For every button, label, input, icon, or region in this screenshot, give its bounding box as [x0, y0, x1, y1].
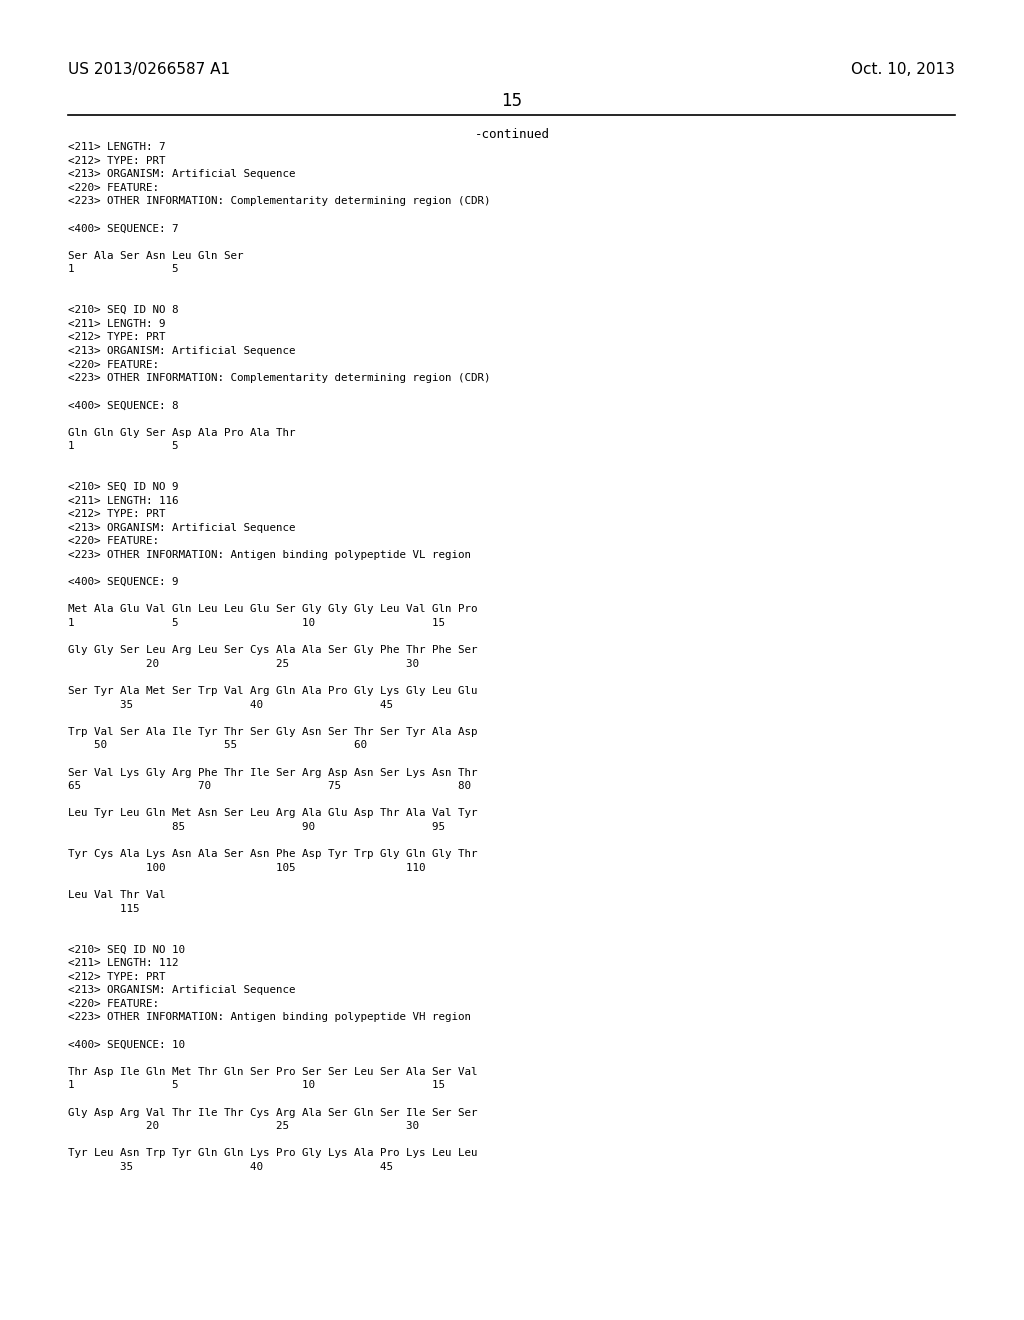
Text: <213> ORGANISM: Artificial Sequence: <213> ORGANISM: Artificial Sequence — [68, 523, 296, 533]
Text: <210> SEQ ID NO 9: <210> SEQ ID NO 9 — [68, 482, 178, 492]
Text: <212> TYPE: PRT: <212> TYPE: PRT — [68, 972, 166, 982]
Text: 85                  90                  95: 85 90 95 — [68, 822, 445, 832]
Text: 1               5                   10                  15: 1 5 10 15 — [68, 1080, 445, 1090]
Text: <400> SEQUENCE: 7: <400> SEQUENCE: 7 — [68, 223, 178, 234]
Text: Gln Gln Gly Ser Asp Ala Pro Ala Thr: Gln Gln Gly Ser Asp Ala Pro Ala Thr — [68, 428, 296, 438]
Text: Ser Val Lys Gly Arg Phe Thr Ile Ser Arg Asp Asn Ser Lys Asn Thr: Ser Val Lys Gly Arg Phe Thr Ile Ser Arg … — [68, 768, 477, 777]
Text: Thr Asp Ile Gln Met Thr Gln Ser Pro Ser Ser Leu Ser Ala Ser Val: Thr Asp Ile Gln Met Thr Gln Ser Pro Ser … — [68, 1067, 477, 1077]
Text: <212> TYPE: PRT: <212> TYPE: PRT — [68, 510, 166, 519]
Text: Leu Val Thr Val: Leu Val Thr Val — [68, 890, 166, 900]
Text: 100                 105                 110: 100 105 110 — [68, 863, 426, 873]
Text: <220> FEATURE:: <220> FEATURE: — [68, 536, 159, 546]
Text: <211> LENGTH: 9: <211> LENGTH: 9 — [68, 319, 166, 329]
Text: 20                  25                  30: 20 25 30 — [68, 659, 419, 669]
Text: 1               5: 1 5 — [68, 441, 178, 451]
Text: <400> SEQUENCE: 8: <400> SEQUENCE: 8 — [68, 400, 178, 411]
Text: <223> OTHER INFORMATION: Antigen binding polypeptide VH region: <223> OTHER INFORMATION: Antigen binding… — [68, 1012, 471, 1023]
Text: Gly Asp Arg Val Thr Ile Thr Cys Arg Ala Ser Gln Ser Ile Ser Ser: Gly Asp Arg Val Thr Ile Thr Cys Arg Ala … — [68, 1107, 477, 1118]
Text: Tyr Cys Ala Lys Asn Ala Ser Asn Phe Asp Tyr Trp Gly Gln Gly Thr: Tyr Cys Ala Lys Asn Ala Ser Asn Phe Asp … — [68, 849, 477, 859]
Text: 50                  55                  60: 50 55 60 — [68, 741, 367, 750]
Text: 20                  25                  30: 20 25 30 — [68, 1121, 419, 1131]
Text: 15: 15 — [502, 92, 522, 110]
Text: <213> ORGANISM: Artificial Sequence: <213> ORGANISM: Artificial Sequence — [68, 169, 296, 180]
Text: <220> FEATURE:: <220> FEATURE: — [68, 182, 159, 193]
Text: <211> LENGTH: 7: <211> LENGTH: 7 — [68, 143, 166, 152]
Text: 65                  70                  75                  80: 65 70 75 80 — [68, 781, 471, 791]
Text: <213> ORGANISM: Artificial Sequence: <213> ORGANISM: Artificial Sequence — [68, 346, 296, 356]
Text: 1               5: 1 5 — [68, 264, 178, 275]
Text: <400> SEQUENCE: 10: <400> SEQUENCE: 10 — [68, 1040, 185, 1049]
Text: Tyr Leu Asn Trp Tyr Gln Gln Lys Pro Gly Lys Ala Pro Lys Leu Leu: Tyr Leu Asn Trp Tyr Gln Gln Lys Pro Gly … — [68, 1148, 477, 1159]
Text: <211> LENGTH: 112: <211> LENGTH: 112 — [68, 958, 178, 968]
Text: 35                  40                  45: 35 40 45 — [68, 1162, 393, 1172]
Text: <220> FEATURE:: <220> FEATURE: — [68, 999, 159, 1008]
Text: <223> OTHER INFORMATION: Antigen binding polypeptide VL region: <223> OTHER INFORMATION: Antigen binding… — [68, 550, 471, 560]
Text: -continued: -continued — [474, 128, 550, 141]
Text: Oct. 10, 2013: Oct. 10, 2013 — [851, 62, 955, 77]
Text: Gly Gly Ser Leu Arg Leu Ser Cys Ala Ala Ser Gly Phe Thr Phe Ser: Gly Gly Ser Leu Arg Leu Ser Cys Ala Ala … — [68, 645, 477, 655]
Text: <400> SEQUENCE: 9: <400> SEQUENCE: 9 — [68, 577, 178, 587]
Text: Trp Val Ser Ala Ile Tyr Thr Ser Gly Asn Ser Thr Ser Tyr Ala Asp: Trp Val Ser Ala Ile Tyr Thr Ser Gly Asn … — [68, 727, 477, 737]
Text: Ser Ala Ser Asn Leu Gln Ser: Ser Ala Ser Asn Leu Gln Ser — [68, 251, 244, 261]
Text: 35                  40                  45: 35 40 45 — [68, 700, 393, 710]
Text: <212> TYPE: PRT: <212> TYPE: PRT — [68, 156, 166, 165]
Text: Leu Tyr Leu Gln Met Asn Ser Leu Arg Ala Glu Asp Thr Ala Val Tyr: Leu Tyr Leu Gln Met Asn Ser Leu Arg Ala … — [68, 808, 477, 818]
Text: <210> SEQ ID NO 10: <210> SEQ ID NO 10 — [68, 944, 185, 954]
Text: Met Ala Glu Val Gln Leu Leu Glu Ser Gly Gly Gly Leu Val Gln Pro: Met Ala Glu Val Gln Leu Leu Glu Ser Gly … — [68, 605, 477, 614]
Text: <223> OTHER INFORMATION: Complementarity determining region (CDR): <223> OTHER INFORMATION: Complementarity… — [68, 197, 490, 206]
Text: <211> LENGTH: 116: <211> LENGTH: 116 — [68, 495, 178, 506]
Text: 115: 115 — [68, 904, 139, 913]
Text: <213> ORGANISM: Artificial Sequence: <213> ORGANISM: Artificial Sequence — [68, 985, 296, 995]
Text: <210> SEQ ID NO 8: <210> SEQ ID NO 8 — [68, 305, 178, 315]
Text: US 2013/0266587 A1: US 2013/0266587 A1 — [68, 62, 230, 77]
Text: <223> OTHER INFORMATION: Complementarity determining region (CDR): <223> OTHER INFORMATION: Complementarity… — [68, 374, 490, 383]
Text: Ser Tyr Ala Met Ser Trp Val Arg Gln Ala Pro Gly Lys Gly Leu Glu: Ser Tyr Ala Met Ser Trp Val Arg Gln Ala … — [68, 686, 477, 696]
Text: <220> FEATURE:: <220> FEATURE: — [68, 359, 159, 370]
Text: 1               5                   10                  15: 1 5 10 15 — [68, 618, 445, 628]
Text: <212> TYPE: PRT: <212> TYPE: PRT — [68, 333, 166, 342]
